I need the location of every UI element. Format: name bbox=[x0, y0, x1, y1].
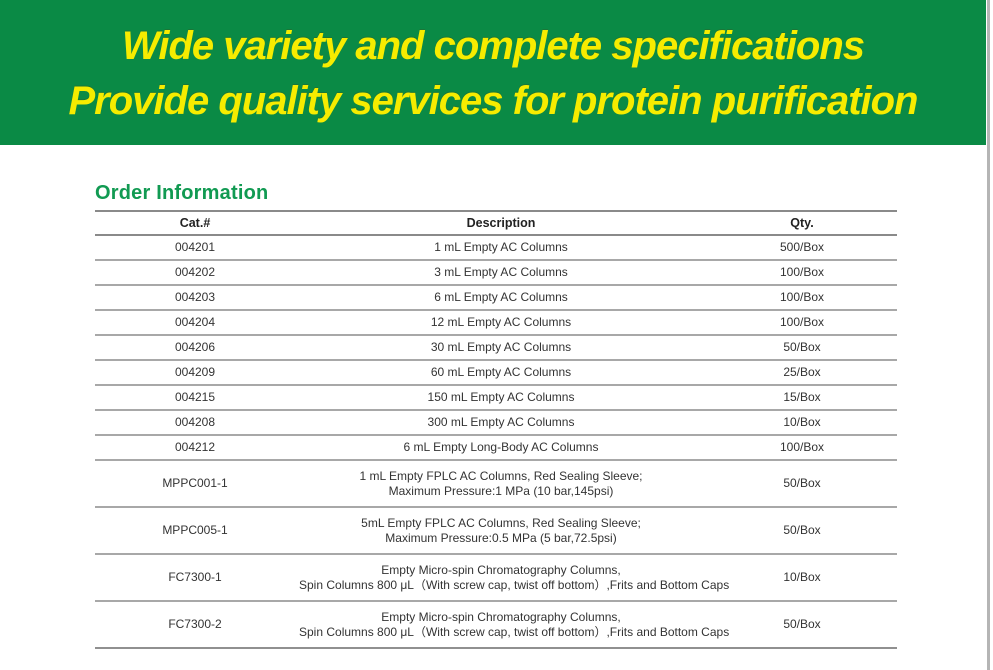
cat-number-cell: 004202 bbox=[174, 265, 216, 279]
qty-cell: 15/Box bbox=[783, 390, 821, 404]
description-cell: 1 mL Empty AC Columns bbox=[295, 235, 707, 260]
cat-number-cell: 004215 bbox=[174, 390, 216, 404]
description-line: 6 mL Empty AC Columns bbox=[434, 290, 568, 304]
qty-cell: 100/Box bbox=[779, 440, 825, 454]
order-table-header: Cat.# Description Qty. bbox=[95, 211, 897, 235]
description-line: Spin Columns 800 μL（With screw cap, twis… bbox=[299, 624, 730, 639]
description-cell: 60 mL Empty AC Columns bbox=[295, 360, 707, 385]
table-row: 004204 12 mL Empty AC Columns 100/Box bbox=[95, 310, 897, 335]
description-line: 150 mL Empty AC Columns bbox=[427, 390, 575, 404]
description-cell: 150 mL Empty AC Columns bbox=[295, 385, 707, 410]
qty-cell: 50/Box bbox=[783, 523, 821, 537]
table-row: 004202 3 mL Empty AC Columns 100/Box bbox=[95, 260, 897, 285]
qty-cell: 50/Box bbox=[783, 340, 821, 354]
qty-cell: 25/Box bbox=[783, 365, 821, 379]
table-row: 004206 30 mL Empty AC Columns 50/Box bbox=[95, 335, 897, 360]
description-line: 12 mL Empty AC Columns bbox=[430, 315, 572, 329]
banner-line-1: Wide variety and complete specifications bbox=[121, 23, 865, 68]
description-line: Spin Columns 800 μL（With screw cap, twis… bbox=[299, 577, 730, 592]
header-row: Cat.# Description Qty. bbox=[95, 211, 897, 235]
table-row: FC7300-1 Empty Micro-spin Chromatography … bbox=[95, 554, 897, 601]
description-line: 300 mL Empty AC Columns bbox=[427, 415, 575, 429]
cat-number-cell: 004212 bbox=[174, 440, 216, 454]
description-line: 6 mL Empty Long-Body AC Columns bbox=[403, 440, 599, 454]
table-row: FC7300-2 Empty Micro-spin Chromatography … bbox=[95, 601, 897, 648]
description-line: 1 mL Empty AC Columns bbox=[434, 240, 568, 254]
cat-number-cell: MPPC005-1 bbox=[162, 523, 228, 537]
cat-number-cell: 004203 bbox=[174, 290, 216, 304]
description-line: 3 mL Empty AC Columns bbox=[434, 265, 568, 279]
cat-number-cell: 004204 bbox=[174, 315, 216, 329]
description-cell: 6 mL Empty AC Columns bbox=[295, 285, 707, 310]
cat-number-cell: 004208 bbox=[174, 415, 216, 429]
description-line: 1 mL Empty FPLC AC Columns, Red Sealing … bbox=[359, 468, 643, 483]
description-cell: 6 mL Empty Long-Body AC Columns bbox=[295, 435, 707, 460]
section-title: Order Information bbox=[95, 182, 269, 204]
qty-cell: 100/Box bbox=[779, 265, 825, 279]
description-cell: Empty Micro-spin Chromatography Columns,… bbox=[295, 554, 730, 601]
cat-number-cell: FC7300-1 bbox=[168, 570, 222, 584]
table-row: 004208 300 mL Empty AC Columns 10/Box bbox=[95, 410, 897, 435]
cat-number-cell: MPPC001-1 bbox=[162, 476, 228, 490]
qty-cell: 50/Box bbox=[783, 617, 821, 631]
description-line: 30 mL Empty AC Columns bbox=[430, 340, 572, 354]
description-line: Empty Micro-spin Chromatography Columns, bbox=[381, 562, 621, 577]
description-line: Empty Micro-spin Chromatography Columns, bbox=[381, 609, 621, 624]
description-cell: 30 mL Empty AC Columns bbox=[295, 335, 707, 360]
qty-cell: 50/Box bbox=[783, 476, 821, 490]
column-header-description: Description bbox=[466, 216, 536, 230]
cat-number-cell: 004206 bbox=[174, 340, 216, 354]
table-row: 004212 6 mL Empty Long-Body AC Columns 100… bbox=[95, 435, 897, 460]
qty-cell: 100/Box bbox=[779, 290, 825, 304]
cat-number-cell: 004201 bbox=[174, 240, 216, 254]
table-row: 004203 6 mL Empty AC Columns 100/Box bbox=[95, 285, 897, 310]
description-line: 60 mL Empty AC Columns bbox=[430, 365, 572, 379]
description-line: Maximum Pressure:1 MPa (10 bar,145psi) bbox=[388, 483, 614, 498]
qty-cell: 100/Box bbox=[779, 315, 825, 329]
table-row: MPPC005-1 5mL Empty FPLC AC Columns, Red … bbox=[95, 507, 897, 554]
order-table-body: 004201 1 mL Empty AC Columns 500/Box 004202… bbox=[95, 235, 897, 648]
description-cell: 3 mL Empty AC Columns bbox=[295, 260, 707, 285]
table-row: 004215 150 mL Empty AC Columns 15/Box bbox=[95, 385, 897, 410]
cat-number-cell: 004209 bbox=[174, 365, 216, 379]
page-edge-line bbox=[987, 0, 990, 670]
description-cell: 300 mL Empty AC Columns bbox=[295, 410, 707, 435]
qty-cell: 10/Box bbox=[783, 415, 821, 429]
table-row: MPPC001-1 1 mL Empty FPLC AC Columns, Red… bbox=[95, 460, 897, 507]
header-banner: Wide variety and complete specifications… bbox=[0, 0, 986, 145]
cat-number-cell: FC7300-2 bbox=[168, 617, 222, 631]
description-line: Maximum Pressure:0.5 MPa (5 bar,72.5psi) bbox=[385, 530, 617, 545]
description-cell: 5mL Empty FPLC AC Columns, Red Sealing S… bbox=[295, 507, 707, 554]
table-row: 004201 1 mL Empty AC Columns 500/Box bbox=[95, 235, 897, 260]
column-header-qty: Qty. bbox=[790, 216, 814, 230]
qty-cell: 500/Box bbox=[779, 240, 825, 254]
order-table: Cat.# Description Qty. 004201 1 mL Empty … bbox=[95, 210, 897, 649]
column-header-cat: Cat.# bbox=[179, 216, 211, 230]
description-cell: 1 mL Empty FPLC AC Columns, Red Sealing … bbox=[295, 460, 707, 507]
table-row: 004209 60 mL Empty AC Columns 25/Box bbox=[95, 360, 897, 385]
description-cell: Empty Micro-spin Chromatography Columns,… bbox=[295, 601, 730, 648]
description-line: 5mL Empty FPLC AC Columns, Red Sealing S… bbox=[361, 515, 641, 530]
qty-cell: 10/Box bbox=[783, 570, 821, 584]
banner-line-2: Provide quality services for protein pur… bbox=[68, 78, 919, 123]
description-cell: 12 mL Empty AC Columns bbox=[295, 310, 707, 335]
